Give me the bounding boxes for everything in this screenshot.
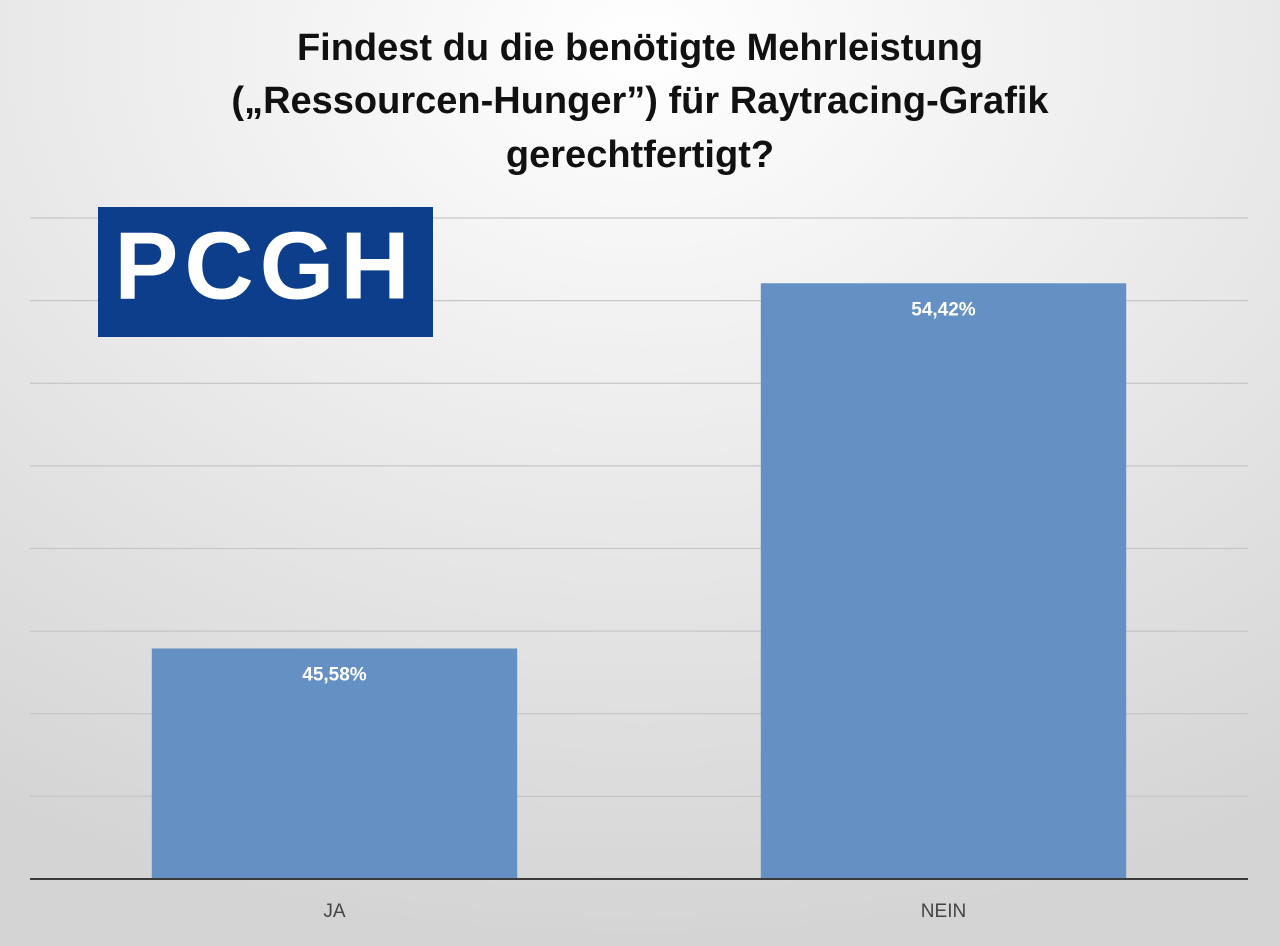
chart-title: Findest du die benötigte Mehrleistung bbox=[297, 27, 983, 69]
x-tick-label: NEIN bbox=[921, 901, 966, 922]
chart-title: („Ressourcen-Hunger”) für Raytracing-Gra… bbox=[231, 80, 1049, 122]
logo-box bbox=[98, 207, 433, 337]
value-label: 45,58% bbox=[302, 664, 367, 685]
bar bbox=[760, 283, 1127, 879]
chart-title: gerechtfertigt? bbox=[506, 134, 774, 176]
logo: PCGH bbox=[114, 212, 415, 319]
x-tick-label: JA bbox=[323, 901, 346, 922]
value-label: 54,42% bbox=[911, 299, 976, 320]
bar bbox=[151, 648, 518, 879]
